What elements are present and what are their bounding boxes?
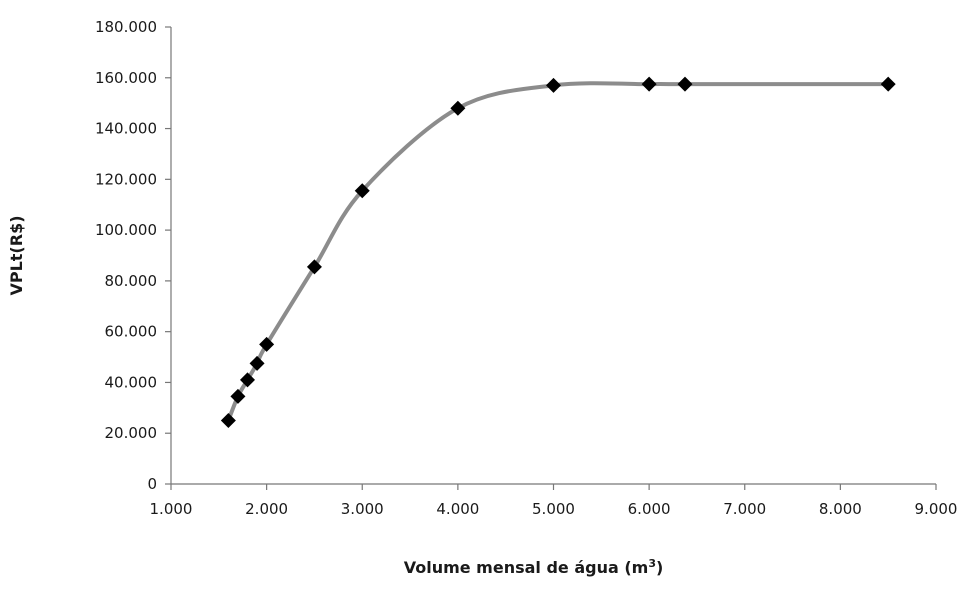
x-axis-title-superscript: 3 [648, 557, 656, 570]
x-axis-title: Volume mensal de água (m3) [404, 557, 664, 578]
data-point-marker [880, 76, 896, 92]
y-axis-title: VPLt(R$) [7, 215, 26, 295]
data-point-marker [220, 413, 236, 429]
x-tick-label: 6.000 [628, 500, 671, 518]
data-point-marker [230, 388, 246, 404]
data-point-marker [259, 336, 275, 352]
x-tick-label: 5.000 [532, 500, 575, 518]
data-point-marker [354, 183, 370, 199]
ticks-layer: 0 20.000 40.000 60.000 80.000 100.000 120.000 1… [95, 18, 958, 518]
data-point-marker [249, 355, 265, 371]
y-tick-label: 140.000 [95, 120, 157, 138]
data-point-marker [240, 372, 255, 388]
data-point-marker [641, 76, 657, 92]
axes-layer [170, 27, 936, 485]
x-tick-label: 3.000 [341, 500, 384, 518]
x-axis-title-main: Volume mensal de água (m [404, 558, 649, 577]
series-layer [226, 81, 891, 423]
y-tick-label: 100.000 [95, 221, 157, 239]
y-tick-label: 60.000 [105, 323, 158, 341]
y-tick-label: 40.000 [105, 373, 158, 391]
x-tick-label: 8.000 [819, 500, 862, 518]
x-tick-label: 2.000 [245, 500, 288, 518]
markers-layer [220, 76, 896, 429]
data-point-marker [306, 259, 322, 275]
y-tick-label: 80.000 [105, 272, 158, 290]
data-point-marker [546, 77, 561, 93]
y-tick-label: 0 [147, 475, 157, 493]
data-point-marker [677, 76, 693, 92]
series-line [226, 81, 891, 423]
data-point-marker [450, 100, 466, 116]
x-tick-label: 9.000 [915, 500, 958, 518]
y-tick-label: 160.000 [95, 69, 157, 87]
y-tick-label: 180.000 [95, 18, 157, 36]
x-axis-title-tail: ) [656, 558, 663, 577]
y-tick-label: 20.000 [105, 424, 158, 442]
x-tick-label: 4.000 [436, 500, 479, 518]
x-tick-label: 1.000 [150, 500, 193, 518]
y-tick-label: 120.000 [95, 170, 157, 188]
x-tick-label: 7.000 [723, 500, 766, 518]
